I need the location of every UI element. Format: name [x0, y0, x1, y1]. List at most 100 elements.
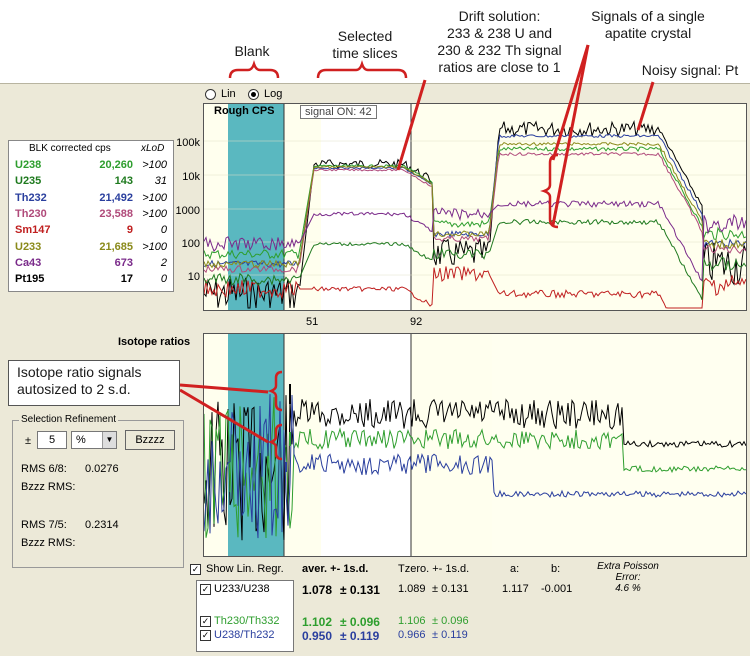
show-lin-regr-check: ✓ — [190, 564, 201, 575]
isotope-ratios-chart[interactable] — [203, 333, 747, 557]
blk-table-row: Ca43 673 2 — [9, 257, 185, 273]
blk-iso: U233 — [15, 240, 42, 253]
post-region — [492, 334, 746, 556]
blk-iso: U238 — [15, 159, 42, 171]
ratio-trace — [204, 394, 746, 539]
blk-table-row: U233 21,685 >100 — [9, 241, 185, 257]
ratio-aver-sd: ± 0.119 — [340, 629, 380, 643]
blk-lod: 0 — [160, 273, 167, 286]
ratio-list — [196, 580, 294, 652]
ratio-tzero-sd: ± 0.131 — [432, 583, 469, 595]
refinement-value-input[interactable]: 5 — [37, 431, 67, 449]
ratio-tzero: 1.089 — [398, 583, 426, 595]
rms68-value: 0.0276 — [85, 463, 119, 475]
marker-92: 92 — [410, 316, 423, 328]
isotope-callout: Isotope ratio signals autosized to 2 s.d… — [8, 360, 180, 406]
blk-lod: >100 — [142, 159, 167, 171]
signal-trace — [204, 151, 746, 274]
isotope-ratios-title: Isotope ratios — [118, 336, 191, 348]
blk-table-row: Sm147 9 0 — [9, 224, 185, 240]
ratio-checkbox[interactable]: ✓ — [200, 616, 211, 627]
rough-cps-chart[interactable]: Rough CPS signal ON: 42 — [203, 103, 747, 311]
drift-solution-annotation: Drift solution: 233 & 238 U and 230 & 23… — [437, 8, 562, 75]
blk-table-row: Th232 21,492 >100 — [9, 192, 185, 208]
blk-lod: 31 — [154, 175, 167, 188]
bzzzz-button[interactable]: Bzzzz — [125, 430, 175, 450]
blk-table-row: Th230 23,588 >100 — [9, 208, 185, 224]
ratio-aver: 0.950 — [302, 629, 333, 643]
ratio-a: 1.117 — [502, 583, 529, 595]
ratio-trace — [204, 397, 746, 539]
b-header: b: — [551, 563, 561, 575]
a-header: a: — [510, 563, 520, 575]
y-tick-10: 10 — [187, 271, 200, 283]
aver-header: aver. +- 1s.d. — [302, 563, 369, 575]
ratio-name: U238/Th232 — [214, 629, 275, 641]
rough-cps-plot — [204, 104, 746, 310]
ratio-checkbox[interactable]: ✓ — [200, 584, 211, 595]
signal-trace — [204, 141, 746, 269]
ratio-aver-sd: ± 0.131 — [340, 583, 380, 597]
selected-time-slices-annotation: Selected time slices — [332, 28, 398, 61]
noisy-signal-annotation: Noisy signal: Pt — [641, 62, 739, 78]
marker-51: 51 — [306, 316, 319, 328]
rms68-label: RMS 6/8: — [21, 463, 67, 475]
refinement-unit-select[interactable]: % ▼ — [71, 431, 117, 449]
y-tick-10k: 10k — [182, 171, 200, 183]
ratio-b: -0.001 — [541, 583, 573, 595]
blk-lod: 0 — [160, 224, 167, 237]
ratio-tzero-sd: ± 0.096 — [432, 615, 469, 627]
blank-band — [228, 104, 284, 310]
ratio-aver: 1.078 — [302, 583, 333, 597]
pm-label: ± — [25, 435, 32, 447]
ratio-aver-sd: ± 0.096 — [340, 615, 380, 629]
signal-on-label: signal ON: 42 — [300, 105, 377, 119]
lin-radio[interactable] — [205, 89, 216, 100]
ratio-name: Th230/Th332 — [214, 615, 280, 627]
blk-iso: Ca43 — [15, 256, 42, 269]
bzzz-rms-label-2: Bzzz RMS: — [21, 537, 76, 549]
ratio-name: U233/U238 — [214, 583, 270, 595]
blk-lod: >100 — [142, 207, 167, 220]
blk-iso: U235 — [15, 175, 42, 188]
bzzz-rms-label-1: Bzzz RMS: — [21, 481, 76, 493]
blk-table-row: U238 20,260 >100 — [9, 159, 185, 175]
signal-trace — [204, 266, 746, 309]
ratio-tzero: 1.106 — [398, 615, 426, 627]
blk-table-header: BLK corrected cps — [29, 143, 111, 154]
show-lin-regr-checkbox[interactable]: ✓ Show Lin. Regr. — [190, 563, 300, 577]
ratio-trace — [204, 395, 746, 541]
blk-value: 23,588 — [99, 207, 133, 220]
blk-value: 21,685 — [99, 240, 133, 253]
chevron-down-icon: ▼ — [102, 432, 116, 448]
blk-table-row: U235 143 31 — [9, 175, 185, 191]
blk-lod: 2 — [160, 256, 167, 269]
scale-radio-group: Lin Log — [205, 88, 315, 102]
blk-iso: Th230 — [15, 207, 47, 220]
show-lin-regr-label: Show Lin. Regr. — [206, 563, 284, 575]
blk-iso: Pt195 — [15, 273, 45, 286]
signal-trace — [204, 200, 746, 282]
ratio-aver: 1.102 — [302, 615, 333, 629]
rough-cps-title: Rough CPS — [214, 105, 275, 117]
blk-value: 21,492 — [99, 191, 133, 204]
y-tick-100: 100 — [181, 238, 200, 250]
tzero-header: Tzero. +- 1s.d. — [398, 563, 470, 575]
ratio-checkbox[interactable]: ✓ — [200, 630, 211, 641]
signal-trace — [204, 146, 746, 260]
blk-value: 17 — [120, 273, 133, 286]
y-tick-1000: 1000 — [175, 205, 200, 217]
blk-iso: Th232 — [15, 191, 47, 204]
extra-poisson-error: Extra Poisson Error: 4.6 % — [597, 561, 659, 594]
blk-value: 673 — [114, 256, 133, 269]
selected-band — [321, 104, 411, 310]
selection-refinement-group: Selection Refinement ± 5 % ▼ Bzzzz RMS 6… — [12, 414, 184, 568]
blk-lod: >100 — [142, 240, 167, 253]
selection-refinement-title: Selection Refinement — [19, 414, 119, 425]
log-radio[interactable] — [248, 89, 259, 100]
ratio-tzero: 0.966 — [398, 629, 426, 641]
blk-table-row: Pt195 17 0 — [9, 273, 185, 289]
rms75-label: RMS 7/5: — [21, 519, 67, 531]
unit-value: % — [76, 434, 86, 446]
blk-value: 143 — [114, 175, 133, 188]
